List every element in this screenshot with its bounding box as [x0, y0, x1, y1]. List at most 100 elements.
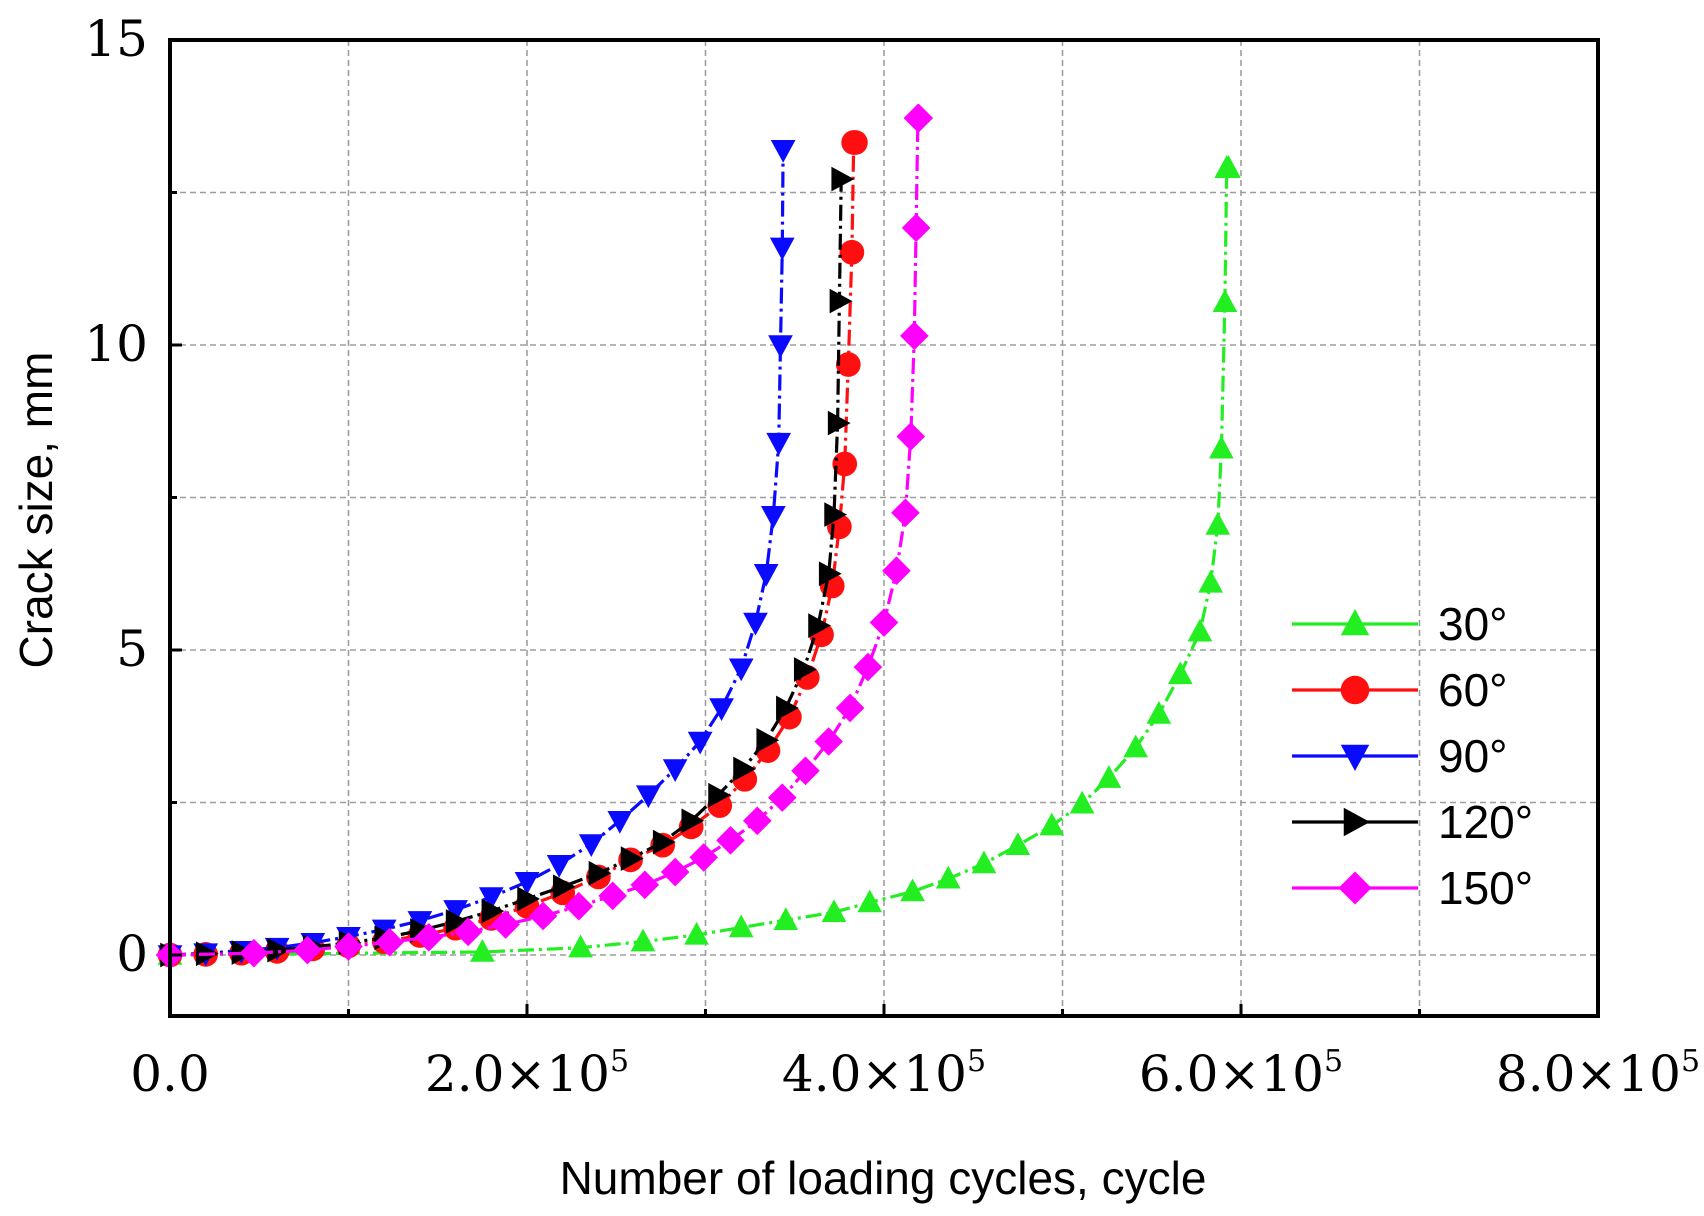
- data-point: [831, 166, 855, 192]
- legend-item: 90°: [1292, 730, 1508, 782]
- data-point: [689, 843, 719, 872]
- data-point: [900, 321, 929, 351]
- data-point: [709, 698, 734, 721]
- data-point: [1123, 734, 1149, 758]
- data-point: [843, 130, 868, 155]
- gridlines: [170, 40, 1598, 1016]
- data-point: [1198, 569, 1224, 593]
- data-point: [896, 422, 926, 451]
- data-point: [839, 239, 865, 265]
- data-point: [267, 937, 291, 963]
- legend-item: 150°: [1292, 862, 1533, 914]
- data-point: [742, 806, 772, 836]
- data-point: [716, 826, 745, 855]
- legend: 30° 60° 90° 120° 150°: [1292, 598, 1533, 914]
- data-point: [1187, 618, 1213, 642]
- data-point: [414, 923, 444, 952]
- data-point: [824, 502, 848, 527]
- data-point: [607, 811, 633, 834]
- data-point: [869, 608, 899, 637]
- data-point: [293, 935, 322, 965]
- data-point: [821, 899, 847, 923]
- data-point: [1096, 765, 1122, 788]
- data-point: [1005, 832, 1031, 855]
- y-tick-label: 15: [84, 10, 148, 68]
- data-point: [481, 898, 505, 924]
- data-point: [1167, 661, 1193, 685]
- data-point: [528, 901, 558, 931]
- data-point: [598, 881, 627, 911]
- data-point: [753, 564, 779, 587]
- data-point: [766, 432, 792, 456]
- data-point: [768, 335, 793, 358]
- data-point: [517, 886, 540, 912]
- data-point: [793, 657, 817, 682]
- y-tick-label: 0: [116, 925, 148, 983]
- x-tick-label: 4.0×105: [782, 1044, 986, 1103]
- data-point: [808, 613, 831, 638]
- data-point: [470, 938, 495, 962]
- data-point: [407, 911, 433, 934]
- data-point: [770, 140, 796, 163]
- y-tick-label: 10: [84, 315, 148, 373]
- legend-item: 30°: [1292, 598, 1508, 650]
- data-point: [443, 900, 468, 923]
- data-point: [453, 917, 483, 947]
- legend-marker: [1340, 744, 1370, 771]
- data-point: [829, 288, 853, 314]
- data-point: [769, 237, 795, 261]
- x-tick-label: 8.0×105: [1496, 1044, 1700, 1103]
- x-axis-title: Number of loading cycles, cycle: [560, 1152, 1207, 1204]
- legend-item: 120°: [1292, 796, 1533, 848]
- data-point: [588, 860, 612, 886]
- data-point: [552, 874, 576, 900]
- plot-area: [155, 103, 1241, 970]
- data-point: [901, 213, 931, 243]
- legend-label: 30°: [1438, 598, 1508, 650]
- data-point: [478, 887, 504, 911]
- data-point: [818, 561, 842, 587]
- data-point: [776, 695, 799, 721]
- data-point: [630, 870, 660, 900]
- axis-ticks: [168, 38, 1600, 1016]
- data-point: [578, 834, 604, 857]
- data-point: [708, 782, 731, 808]
- data-point: [971, 850, 997, 874]
- data-point: [814, 727, 843, 756]
- legend-marker: [1338, 871, 1372, 905]
- data-point: [1216, 155, 1241, 178]
- legend-label: 60°: [1438, 664, 1508, 716]
- x-tick-label: 0.0: [130, 1045, 210, 1103]
- data-point: [832, 451, 858, 477]
- x-tick-label: 2.0×105: [425, 1044, 629, 1103]
- legend-label: 150°: [1438, 862, 1533, 914]
- data-point: [620, 846, 644, 871]
- data-point: [630, 928, 656, 952]
- data-point: [568, 934, 593, 958]
- data-point: [1069, 790, 1095, 814]
- data-point: [857, 889, 883, 913]
- y-tick-labels: 0 5 10 15: [84, 10, 148, 983]
- data-point: [743, 612, 768, 636]
- data-point: [636, 785, 661, 809]
- data-point: [652, 829, 676, 855]
- data-point: [514, 872, 540, 895]
- legend-label: 120°: [1438, 796, 1533, 848]
- data-point: [491, 910, 520, 939]
- data-point: [835, 352, 861, 377]
- data-point: [546, 854, 572, 878]
- data-point: [767, 783, 797, 812]
- legend-marker: [1343, 807, 1370, 837]
- data-point: [687, 731, 713, 755]
- data-point: [835, 693, 865, 723]
- data-point: [728, 658, 754, 682]
- data-point: [662, 759, 688, 782]
- x-tick-label: 6.0×105: [1139, 1044, 1343, 1103]
- data-point: [882, 556, 911, 585]
- data-point: [684, 921, 709, 945]
- data-point: [1212, 289, 1238, 313]
- series-5: [155, 103, 934, 970]
- y-axis-title: Crack size, mm: [10, 352, 62, 669]
- data-point: [375, 927, 404, 957]
